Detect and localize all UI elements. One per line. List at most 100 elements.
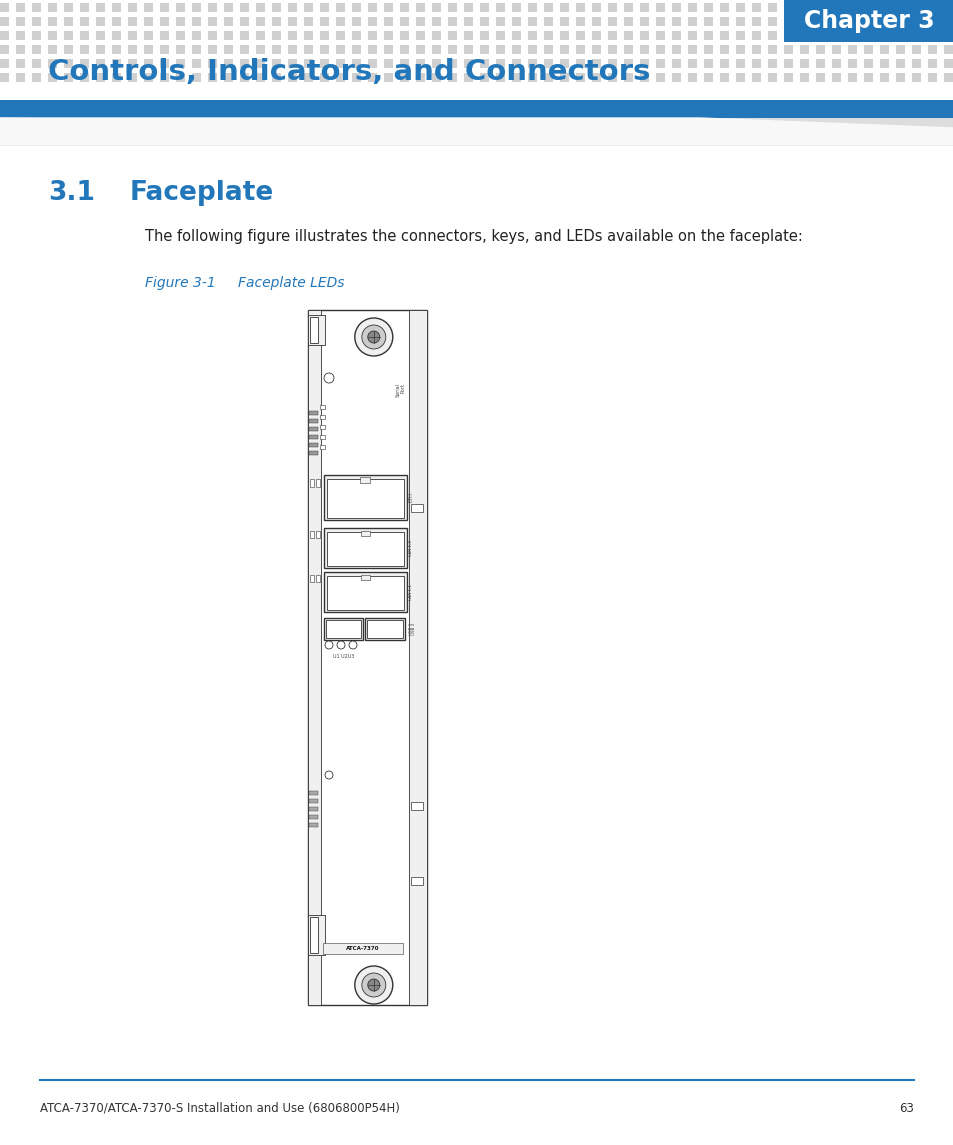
Bar [0, 3, 9, 11]
Bar [592, 60, 600, 68]
Bar [352, 3, 360, 11]
Bar [479, 73, 489, 82]
Bar [208, 3, 216, 11]
Bar [720, 45, 728, 54]
Bar [512, 31, 520, 40]
Bar [671, 45, 680, 54]
Bar [272, 60, 281, 68]
Bar [368, 31, 376, 40]
Text: U1 U2U3: U1 U2U3 [333, 655, 355, 660]
Bar [384, 45, 393, 54]
Bar [324, 618, 363, 640]
Bar [175, 3, 185, 11]
Circle shape [368, 331, 379, 344]
Bar [208, 73, 216, 82]
Bar [735, 31, 744, 40]
Bar [847, 17, 856, 26]
Bar [831, 73, 841, 82]
Bar [543, 73, 553, 82]
Bar [416, 60, 424, 68]
Text: Chapter 3: Chapter 3 [802, 9, 933, 33]
Bar [720, 31, 728, 40]
Bar [399, 3, 409, 11]
Bar [751, 45, 760, 54]
Bar [368, 17, 376, 26]
Bar [687, 31, 697, 40]
Bar [360, 477, 370, 483]
Bar [703, 3, 712, 11]
Bar [639, 60, 648, 68]
Bar [309, 791, 317, 795]
Bar [80, 31, 89, 40]
Bar [160, 60, 169, 68]
Bar [432, 17, 440, 26]
Bar [527, 60, 537, 68]
Bar [527, 73, 537, 82]
Bar [32, 60, 41, 68]
Bar [399, 17, 409, 26]
Bar [623, 73, 633, 82]
Bar [192, 73, 201, 82]
Bar [623, 45, 633, 54]
Bar [411, 802, 422, 810]
Bar [416, 3, 424, 11]
Bar [847, 73, 856, 82]
Bar [687, 60, 697, 68]
Bar [309, 823, 317, 827]
Bar [411, 877, 422, 885]
Bar [847, 60, 856, 68]
Bar [335, 3, 345, 11]
Text: ATCA-7370/ATCA-7370-S Installation and Use (6806800P54H): ATCA-7370/ATCA-7370-S Installation and U… [40, 1101, 399, 1114]
Bar [16, 3, 25, 11]
Bar [96, 60, 105, 68]
Bar [559, 45, 568, 54]
Bar [767, 17, 776, 26]
Bar [48, 73, 57, 82]
Bar [96, 31, 105, 40]
Bar [895, 73, 904, 82]
Bar [16, 73, 25, 82]
Text: ATCA-7370: ATCA-7370 [346, 946, 379, 951]
Bar [315, 531, 319, 538]
Bar [559, 31, 568, 40]
Bar [879, 60, 888, 68]
Bar [352, 31, 360, 40]
Bar [432, 60, 440, 68]
Bar [720, 73, 728, 82]
Bar [831, 17, 841, 26]
Bar [32, 31, 41, 40]
Bar [384, 60, 393, 68]
Bar [831, 3, 841, 11]
Bar [911, 31, 920, 40]
Bar [352, 73, 360, 82]
Bar [911, 17, 920, 26]
Polygon shape [0, 118, 953, 145]
Bar [160, 3, 169, 11]
Bar [927, 31, 936, 40]
Bar [800, 3, 808, 11]
Bar [927, 73, 936, 82]
Bar [319, 414, 325, 419]
Bar [319, 405, 325, 409]
Bar [192, 3, 201, 11]
Bar [592, 45, 600, 54]
Bar [310, 317, 317, 344]
Bar [479, 17, 489, 26]
Bar [911, 3, 920, 11]
Bar [144, 73, 152, 82]
Bar [64, 73, 73, 82]
Bar [308, 310, 427, 1005]
Bar [703, 31, 712, 40]
Bar [735, 60, 744, 68]
Bar [543, 60, 553, 68]
Bar [656, 31, 664, 40]
Bar [527, 45, 537, 54]
Bar [224, 60, 233, 68]
Bar [895, 45, 904, 54]
Bar [927, 3, 936, 11]
Bar [175, 31, 185, 40]
Circle shape [368, 979, 379, 992]
Bar [943, 73, 952, 82]
Bar [309, 419, 317, 423]
Bar [576, 60, 584, 68]
